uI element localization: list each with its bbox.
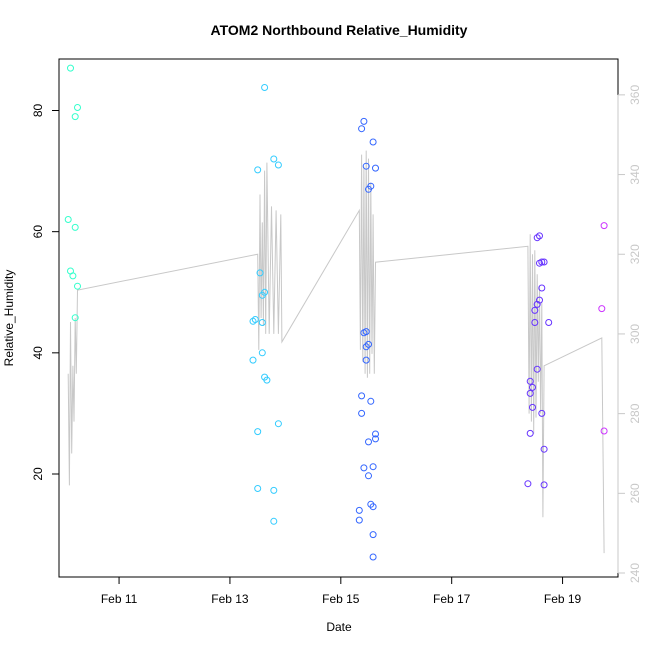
data-point (249, 317, 257, 325)
data-point (598, 305, 606, 313)
data-point (369, 138, 377, 146)
x-tick-label: Feb 11 (101, 592, 138, 606)
y-axis-right: 240 260 280 300 320 340 360 (617, 85, 642, 583)
data-point (538, 284, 546, 292)
data-point (531, 319, 539, 326)
y-tick-label: 60 (31, 225, 45, 239)
data-point (365, 340, 372, 348)
data-point (600, 222, 608, 230)
data-point (258, 319, 266, 326)
data-point (362, 328, 370, 336)
data-point (256, 269, 264, 277)
data-point (360, 117, 368, 125)
x-tick-label: Feb 15 (322, 592, 360, 606)
y2-tick-label: 260 (628, 483, 642, 503)
data-point (355, 506, 363, 514)
chart-title: ATOM2 Northbound Relative_Humidity (211, 22, 468, 38)
data-point (526, 429, 534, 437)
data-point (369, 553, 377, 561)
data-point (367, 500, 375, 508)
data-point (533, 234, 541, 242)
x-axis: Feb 11 Feb 13 Feb 15 Feb 17 Feb 19 (101, 576, 582, 606)
data-point (362, 356, 370, 364)
y-axis-label: Relative_Humidity (2, 270, 16, 367)
y-tick-label: 80 (31, 104, 45, 118)
data-point (249, 356, 257, 364)
data-point (372, 435, 379, 443)
data-point (358, 392, 366, 400)
data-point (600, 427, 608, 435)
y-axis-left: 20 40 60 80 (31, 104, 60, 481)
data-point (524, 480, 532, 488)
data-point (369, 503, 377, 511)
data-point (540, 445, 548, 453)
data-point (270, 517, 278, 525)
data-point (251, 316, 259, 323)
data-point (261, 288, 269, 296)
data-point (67, 64, 74, 72)
data-point (254, 428, 262, 436)
data-point (365, 472, 372, 480)
data-point (365, 185, 372, 193)
data-point (531, 306, 539, 314)
data-point (358, 409, 366, 417)
data-point (362, 162, 370, 170)
data-point (64, 216, 72, 223)
data-point (529, 383, 536, 391)
data-point (545, 319, 553, 326)
data-point (372, 430, 379, 438)
data-point (533, 365, 541, 373)
y2-tick-label: 300 (628, 324, 642, 344)
data-point (372, 164, 379, 172)
data-point (538, 409, 546, 417)
data-point (71, 314, 79, 322)
data-point (362, 343, 370, 351)
data-point (71, 113, 79, 121)
data-point (71, 223, 79, 231)
points-layer (64, 64, 608, 561)
data-point (74, 282, 81, 290)
data-point (358, 125, 366, 133)
data-point (540, 481, 548, 489)
data-point (254, 166, 262, 174)
y2-tick-label: 280 (628, 403, 642, 423)
y2-tick-label: 360 (628, 85, 642, 105)
data-point (540, 258, 548, 266)
data-point (529, 403, 536, 411)
y2-tick-label: 340 (628, 164, 642, 184)
data-point (533, 300, 541, 308)
data-point (270, 486, 278, 494)
data-point (274, 420, 282, 428)
data-point (526, 377, 534, 385)
data-point (270, 155, 278, 163)
y-tick-label: 40 (31, 346, 45, 360)
data-point (355, 516, 363, 524)
data-point (69, 272, 77, 280)
data-point (263, 376, 271, 384)
data-point (74, 104, 81, 111)
y2-tick-label: 240 (628, 563, 642, 583)
data-point (258, 349, 266, 357)
data-point (365, 438, 372, 446)
data-point (367, 397, 375, 405)
data-point (536, 232, 543, 240)
data-point (254, 485, 262, 492)
data-point (360, 464, 368, 472)
data-point (536, 259, 543, 267)
x-tick-label: Feb 13 (211, 592, 249, 606)
y2-tick-label: 320 (628, 244, 642, 264)
x-axis-label: Date (326, 620, 352, 634)
x-tick-label: Feb 17 (433, 592, 471, 606)
x-tick-label: Feb 19 (544, 592, 582, 606)
data-point (369, 463, 377, 471)
data-point (274, 161, 282, 169)
secondary-line-layer (67, 150, 605, 554)
data-point (261, 84, 269, 91)
data-point (369, 531, 377, 539)
secondary-series-line (67, 150, 605, 554)
y-tick-label: 20 (31, 467, 45, 481)
data-point (526, 389, 534, 397)
